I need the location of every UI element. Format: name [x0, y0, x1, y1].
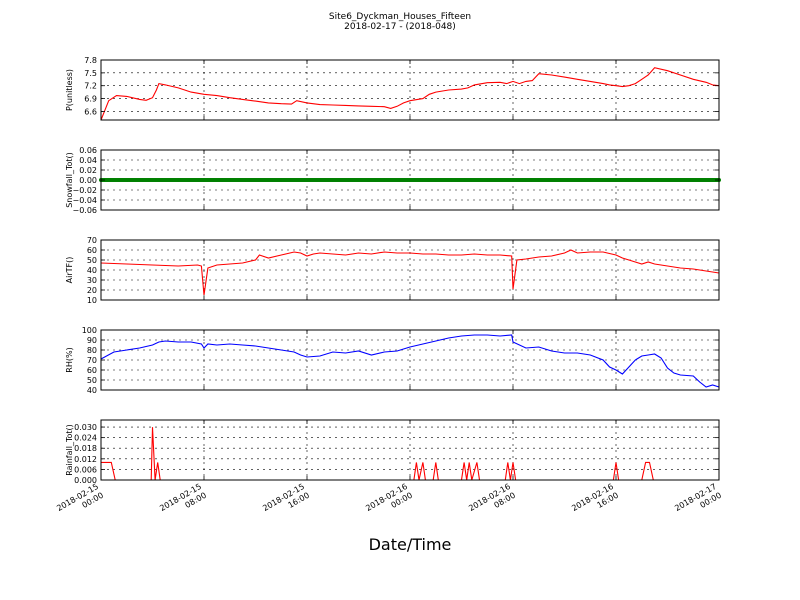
- series-line: [100, 67, 720, 121]
- y-tick-label: 20: [87, 286, 97, 295]
- y-tick-label: 0.024: [74, 434, 97, 443]
- y-tick-label: 70: [87, 236, 97, 245]
- y-tick-label: 7.5: [84, 69, 97, 78]
- series-line: [100, 249, 720, 296]
- y-tick-label: 0.02: [79, 166, 97, 175]
- y-tick-label: 6.9: [84, 95, 97, 104]
- y-axis-label: Rainfall_Tot(): [65, 424, 74, 476]
- panel-2: −0.06−0.04−0.020.000.020.040.06 Snowfall_…: [65, 146, 721, 215]
- y-tick-label: 40: [87, 266, 97, 275]
- y-tick-label: 7.2: [84, 82, 97, 91]
- y-tick-label: 90: [87, 336, 97, 345]
- x-tick-label: 2018-02-1700:00: [673, 482, 723, 522]
- y-tick-label: 0.00: [79, 176, 97, 185]
- y-tick-label: 50: [87, 256, 97, 265]
- x-axis-label: Date/Time: [369, 535, 452, 554]
- x-tick-label: 2018-02-1508:00: [158, 482, 208, 522]
- y-tick-label: 10: [87, 296, 97, 305]
- y-tick-label: 0.000: [74, 476, 97, 485]
- y-tick-label: 70: [87, 356, 97, 365]
- y-tick-label: 0.006: [74, 465, 97, 474]
- y-tick-label: 50: [87, 376, 97, 385]
- x-tick-label: 2018-02-1608:00: [467, 482, 517, 522]
- y-tick-label: 60: [87, 246, 97, 255]
- y-tick-label: 40: [87, 386, 97, 395]
- x-tick-label: 2018-02-1500:00: [55, 482, 105, 522]
- y-axis-label: Snowfall_Tot(): [65, 152, 74, 208]
- x-tick-label: 2018-02-1600:00: [364, 482, 414, 522]
- panels: 6.6 6.9 7.2 7.5 7.8 P(unitless) −0.06−0.04−0.0…: [65, 56, 721, 485]
- y-tick-label: 0.04: [79, 156, 97, 165]
- y-tick-label: −0.02: [72, 186, 97, 195]
- y-axis-label: AirTF(): [65, 257, 74, 284]
- y-tick-label: 0.012: [74, 455, 97, 464]
- y-axis-label: RH(%): [65, 347, 74, 372]
- y-tick-label: 0.06: [79, 146, 97, 155]
- y-tick-label: −0.06: [72, 206, 97, 215]
- y-tick-label: 30: [87, 276, 97, 285]
- y-tick-label: 80: [87, 346, 97, 355]
- x-axis-ticks: 2018-02-1500:00 2018-02-1508:00 2018-02-15…: [55, 482, 723, 522]
- chart-subtitle: 2018-02-17 - (2018-048): [344, 22, 456, 32]
- y-tick-label: 7.8: [84, 56, 97, 65]
- chart-title: Site6_Dyckman_Houses_Fifteen: [329, 12, 471, 22]
- x-tick-label: 2018-02-1516:00: [261, 482, 311, 522]
- y-axis-label: P(unitless): [65, 69, 74, 111]
- y-tick-label: 100: [82, 326, 97, 335]
- y-tick-label: 6.6: [84, 107, 97, 116]
- x-tick-label: 2018-02-1616:00: [570, 482, 620, 522]
- series-line: [101, 427, 719, 481]
- y-tick-label: 0.030: [74, 423, 97, 432]
- y-tick-label: −0.04: [72, 196, 97, 205]
- panel-1: 6.6 6.9 7.2 7.5 7.8 P(unitless): [65, 56, 720, 121]
- y-tick-label: 0.018: [74, 444, 97, 453]
- y-tick-label: 60: [87, 366, 97, 375]
- series-line: [100, 334, 720, 388]
